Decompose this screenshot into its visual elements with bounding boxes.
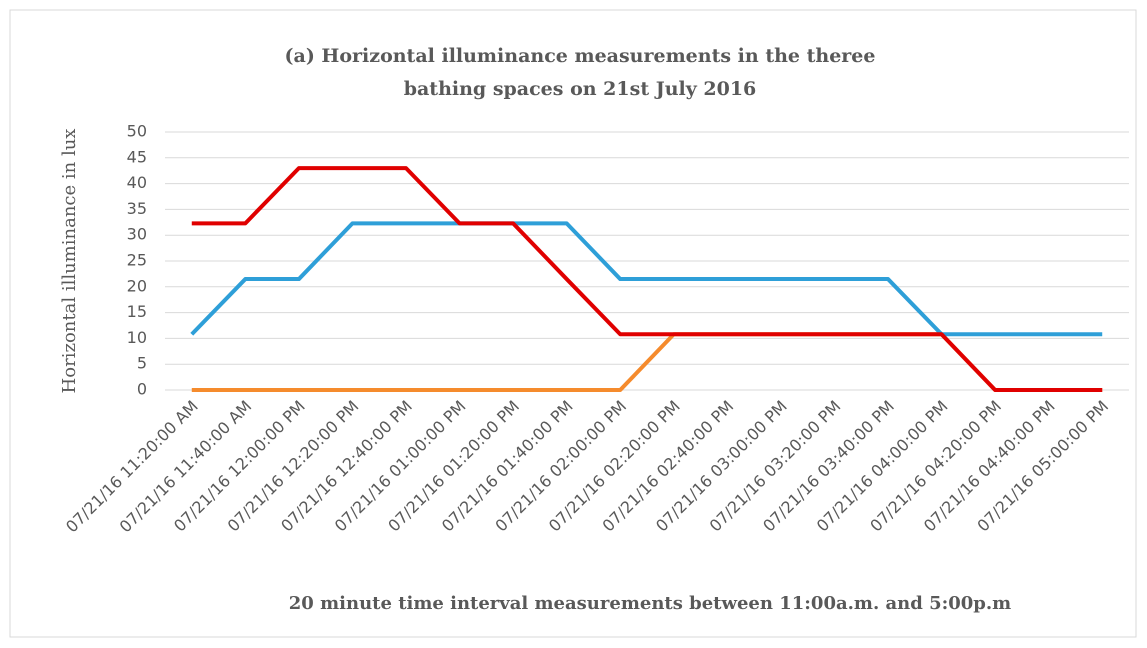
y-tick-label: 20 — [127, 276, 147, 295]
chart-title: (a) Horizontal illuminance measurements … — [284, 45, 876, 100]
y-tick-label: 40 — [127, 173, 147, 192]
y-tick-label: 35 — [127, 199, 147, 218]
y-tick-label: 25 — [127, 251, 147, 270]
series-line — [190, 221, 1103, 337]
y-tick-label: 0 — [137, 380, 147, 399]
series-line — [191, 166, 1103, 392]
x-axis-label: 20 minute time interval measurements bet… — [288, 593, 1012, 614]
y-tick-label: 30 — [127, 225, 147, 244]
y-tick-label: 15 — [127, 302, 147, 321]
y-axis-label: Horizontal illuminance in lux — [59, 129, 80, 394]
y-tick-label: 10 — [127, 328, 147, 347]
y-tick-label: 45 — [127, 147, 147, 166]
y-tick-label: 5 — [137, 354, 147, 373]
y-tick-label: 50 — [127, 122, 147, 141]
chart-border — [9, 9, 1137, 638]
